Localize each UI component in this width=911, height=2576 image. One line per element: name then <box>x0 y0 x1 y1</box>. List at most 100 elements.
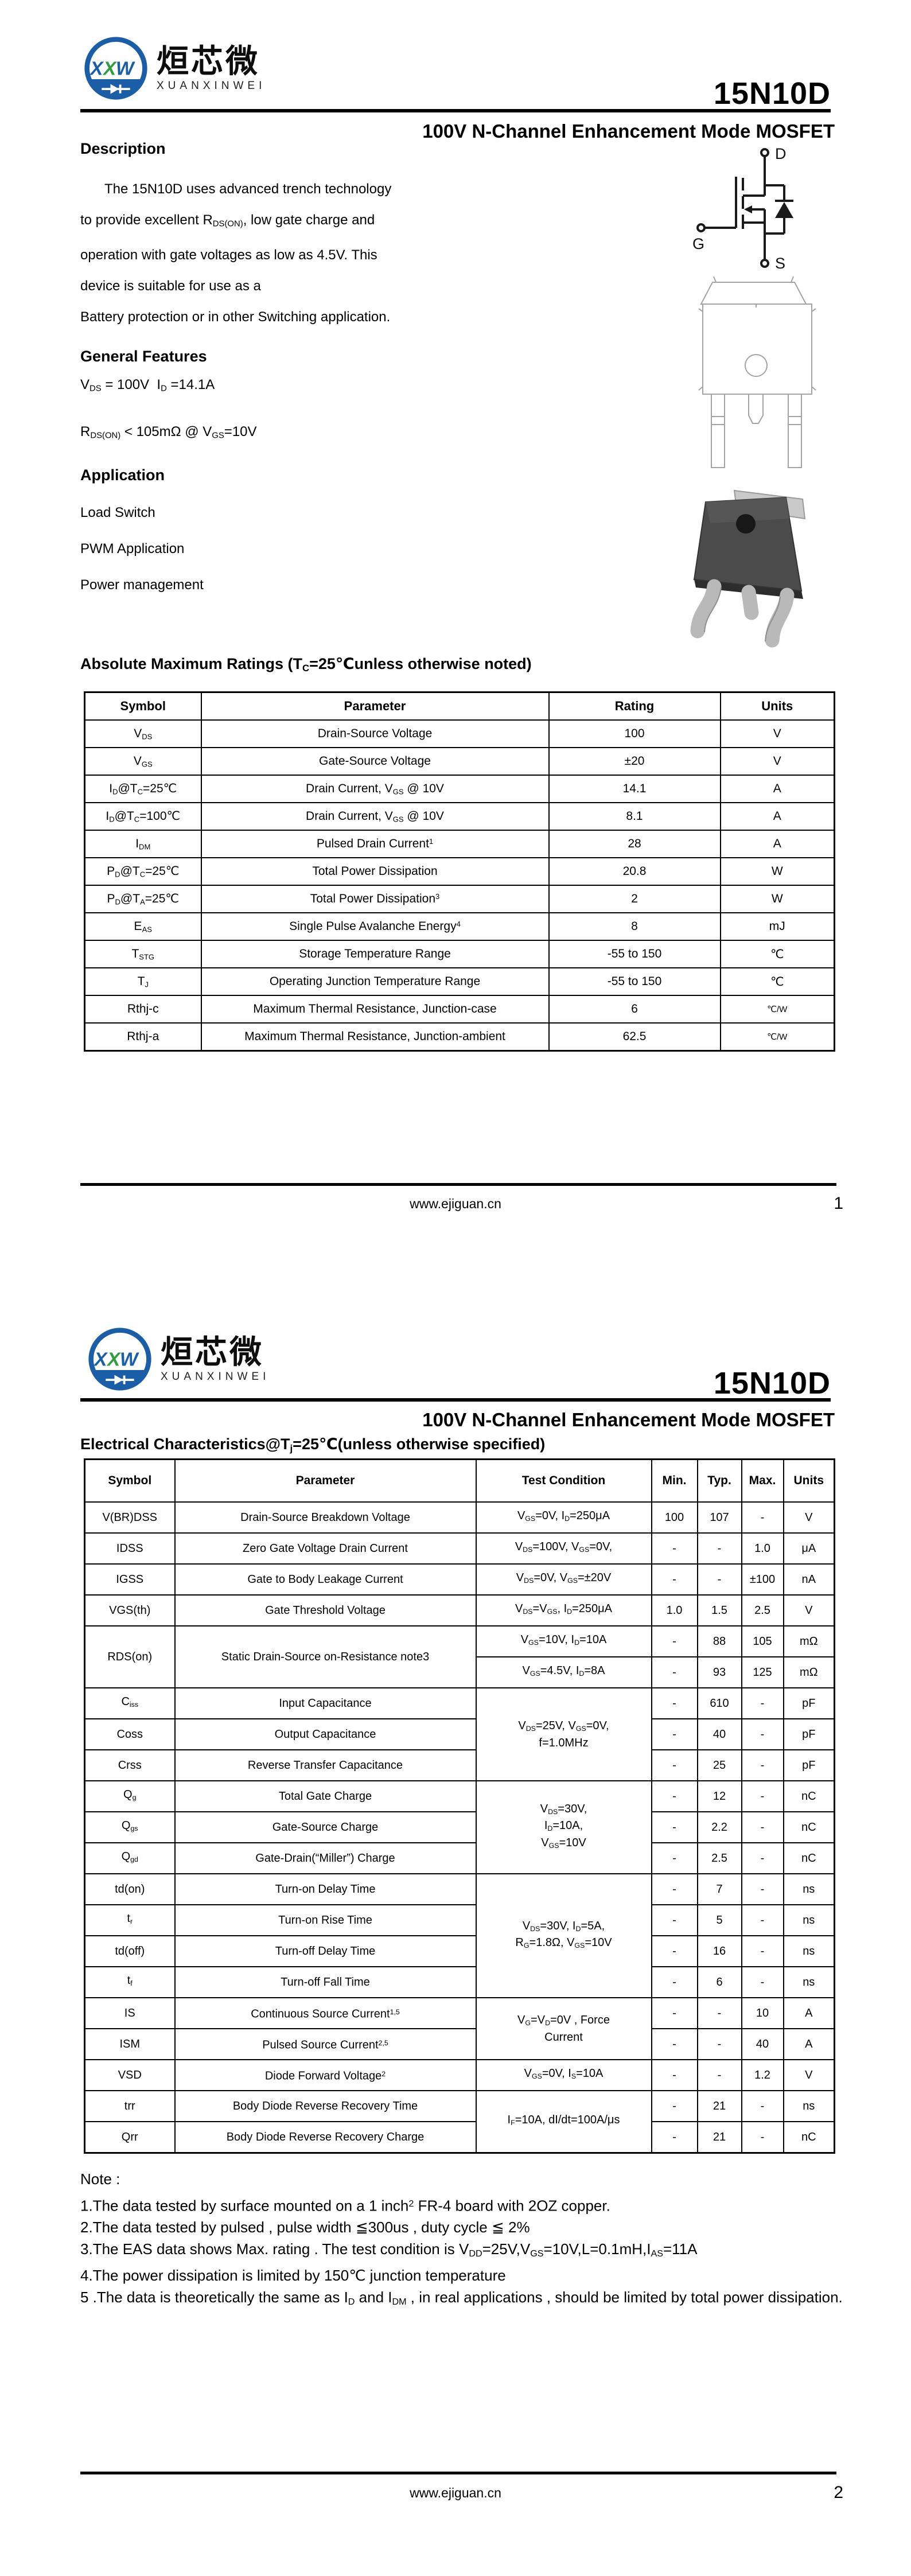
brand-text: 烜芯微 XUANXINWEI <box>157 44 266 92</box>
table-cell: Turn-on Delay Time <box>174 1873 477 1905</box>
table-cell: 2.5 <box>741 1594 784 1626</box>
table-cell: Body Diode Reverse Recovery Charge <box>174 2121 477 2154</box>
table-cell: V <box>719 747 835 776</box>
table-cell: nC <box>782 1780 835 1812</box>
table-cell: Qgd <box>84 1842 176 1874</box>
part-number: 15N10D <box>713 76 831 111</box>
table-cell: - <box>651 1687 698 1719</box>
column-header: Symbol <box>84 691 202 721</box>
table-cell: IF=10A, dI/dt=100A/μs <box>475 2090 652 2154</box>
svg-text:D: D <box>775 145 787 162</box>
table-cell: Gate-Drain(“Miller”) Charge <box>174 1842 477 1874</box>
table-cell: ℃ <box>719 940 835 968</box>
table-cell: Rthj-c <box>84 995 202 1024</box>
table-row: IS Continuous Source Current1,5 VG=VD=0V ,… <box>84 1997 835 2060</box>
table-cell: 105 <box>741 1625 784 1657</box>
table-cell: Qgs <box>84 1811 176 1843</box>
text-line: 2.The data tested by pulsed , pulse widt… <box>80 2219 530 2236</box>
table-cell: - <box>741 1718 784 1750</box>
table-cell: nC <box>782 2121 835 2154</box>
table-cell: A <box>719 775 835 803</box>
features-text: VDS = 100V ID =14.1A RDS(ON) < 105mΩ @ VG… <box>80 363 511 458</box>
table-row: EAS Single Pulse Avalanche Energy4 8 mJ <box>84 912 835 941</box>
table-row: Qg Total Gate Charge VDS=30V, ID=10A, VGS=10… <box>84 1780 835 1874</box>
table-cell: V <box>719 719 835 748</box>
table-row: VGS Gate-Source Voltage ±20 V <box>84 747 835 776</box>
table-cell: - <box>651 2090 698 2122</box>
table-row: IDM Pulsed Drain Current1 28 A <box>84 830 835 858</box>
footer-rule <box>80 2472 836 2474</box>
table-cell: Gate Threshold Voltage <box>174 1594 477 1626</box>
table-cell: 93 <box>696 1656 742 1688</box>
table-cell: 12 <box>696 1780 742 1812</box>
table-cell: - <box>741 1966 784 1998</box>
company-logo: X X W 烜芯微 XUANXINWEI <box>83 36 266 101</box>
table-cell: VDS=100V, VGS=0V, <box>475 1532 652 1565</box>
text-line: Load Switch <box>80 505 155 521</box>
table-cell: Static Drain-Source on-Resistance note3 <box>174 1625 477 1688</box>
table-row: Qgs Gate-Source Charge -2.2- nC <box>84 1811 835 1843</box>
text-line: VDS = 100V ID =14.1A <box>80 376 215 394</box>
table-cell: EAS <box>84 912 202 941</box>
table-cell: VDS=30V, ID=5A, RG=1.8Ω, VGS=10V <box>475 1873 652 1998</box>
svg-text:X: X <box>93 1349 108 1370</box>
table-row: ISM Pulsed Source Current2,5- -40 A <box>84 2028 835 2060</box>
table-cell: Total Gate Charge <box>174 1780 477 1812</box>
table-cell: 6 <box>696 1966 742 1998</box>
table-cell: 1.0 <box>651 1594 698 1626</box>
header-rule <box>80 109 831 112</box>
table-cell: VGS=0V, IS=10A <box>475 2059 652 2091</box>
table-cell: - <box>651 2059 698 2091</box>
table-cell: 25 <box>696 1749 742 1781</box>
table-cell: - <box>651 1563 698 1596</box>
svg-text:X: X <box>106 1349 121 1370</box>
table-cell: - <box>651 1904 698 1936</box>
table-cell: mJ <box>719 912 835 941</box>
page-subtitle: 100V N-Channel Enhancement Mode MOSFET <box>422 1409 835 1430</box>
table-cell: A <box>782 1997 835 2029</box>
table-cell: 16 <box>696 1935 742 1967</box>
column-header: Rating <box>548 691 721 721</box>
table-cell: TJ <box>84 967 202 996</box>
text-line: operation with gate voltages as low as 4… <box>80 247 377 263</box>
table-row: TSTG Storage Temperature Range -55 to 150 ℃ <box>84 940 835 968</box>
table-cell: Input Capacitance <box>174 1687 477 1719</box>
table-cell: tf <box>84 1966 176 1998</box>
page-number: 2 <box>834 2483 843 2502</box>
table-cell: - <box>651 1749 698 1781</box>
table-cell: VDS=30V, ID=10A, VGS=10V <box>475 1780 652 1874</box>
company-logo: X X W 烜芯微 XUANXINWEI <box>87 1326 270 1392</box>
table-cell: - <box>651 1625 698 1657</box>
brand-text: 烜芯微 XUANXINWEI <box>161 1335 270 1383</box>
table-cell: 1.5 <box>696 1594 742 1626</box>
table-row: td(off) Turn-off Delay Time -16- ns <box>84 1935 835 1967</box>
table-cell: PD@TC=25℃ <box>84 857 202 886</box>
brand-name-en: XUANXINWEI <box>157 80 266 92</box>
table-cell: V <box>782 2059 835 2091</box>
table-row: tf Turn-off Fall Time -6- ns <box>84 1966 835 1998</box>
table-cell: Body Diode Reverse Recovery Time <box>174 2090 477 2122</box>
application-heading: Application <box>80 466 165 484</box>
table-cell: 62.5 <box>548 1022 721 1052</box>
description-heading: Description <box>80 140 166 157</box>
table-cell: IDM <box>84 830 202 858</box>
table-cell: - <box>741 1687 784 1719</box>
table-cell: - <box>651 1780 698 1812</box>
table-row: Qgd Gate-Drain(“Miller”) Charge -2.5- nC <box>84 1842 835 1874</box>
table-cell: 6 <box>548 995 721 1024</box>
table-cell: Turn-off Delay Time <box>174 1935 477 1967</box>
table-cell: Maximum Thermal Resistance, Junction-amb… <box>200 1022 550 1052</box>
page-number: 1 <box>834 1194 843 1213</box>
table-cell: V <box>782 1594 835 1626</box>
table-cell: V(BR)DSS <box>84 1501 176 1534</box>
text-line: PWM Application <box>80 541 185 557</box>
package-photo <box>690 489 806 648</box>
table-cell: - <box>741 2090 784 2122</box>
table-cell: 1.0 <box>741 1532 784 1565</box>
table-cell: V <box>782 1501 835 1534</box>
table-row: tr Turn-on Rise Time -5- ns <box>84 1904 835 1936</box>
table-cell: Drain-Source Voltage <box>200 719 550 748</box>
table-cell: ±20 <box>548 747 721 776</box>
table-cell: VGS=4.5V, ID=8A <box>475 1656 652 1688</box>
table-cell: 610 <box>696 1687 742 1719</box>
